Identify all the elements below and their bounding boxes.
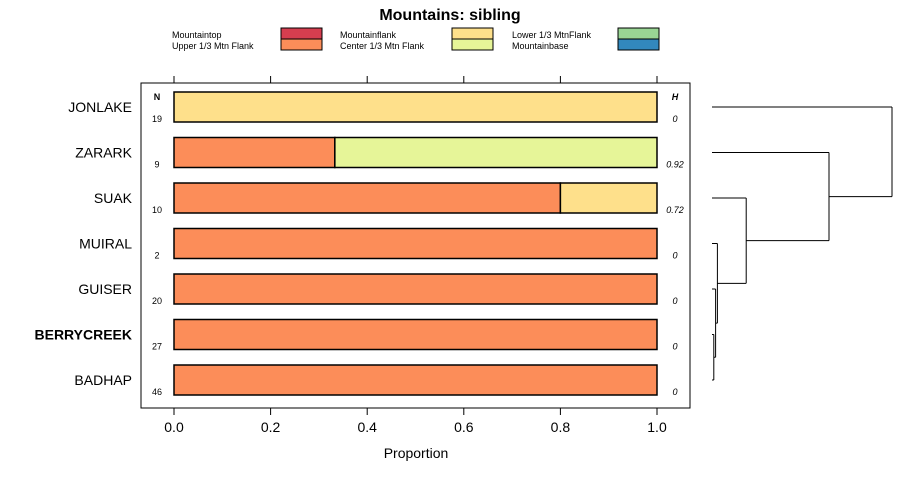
row-label: JONLAKE (68, 99, 132, 115)
bar-segment (173, 364, 658, 396)
bar-segment (173, 227, 658, 260)
legend-label: Lower 1/3 MtnFlank (512, 30, 592, 40)
bar-segment (173, 273, 658, 305)
legend-label: Center 1/3 Mtn Flank (340, 41, 425, 51)
bar-segment (559, 182, 658, 214)
n-value: 9 (154, 160, 159, 170)
x-tick-label: 0.2 (261, 419, 281, 435)
row-label: ZARARK (75, 145, 132, 161)
x-axis-label: Proportion (384, 445, 449, 461)
bars (173, 91, 658, 396)
chart-title: Mountains: sibling (379, 7, 520, 24)
h-value: 0 (672, 114, 677, 124)
legend-swatch (280, 27, 323, 40)
bar-segment (173, 318, 658, 351)
legend-label: Upper 1/3 Mtn Flank (172, 41, 254, 51)
plot-frame (140, 82, 691, 409)
row-label: GUISER (78, 281, 132, 297)
n-column-header: N (154, 92, 161, 102)
legend-label: Mountainbase (512, 41, 569, 51)
n-value: 10 (152, 205, 162, 215)
x-tick-label: 0.0 (164, 419, 184, 435)
bar-segment (173, 136, 336, 169)
row-label: BERRYCREEK (35, 327, 133, 343)
n-value: 19 (152, 114, 162, 124)
h-value: 0 (672, 387, 677, 397)
n-value: 27 (152, 342, 162, 352)
h-column-header: H (672, 92, 679, 102)
row-label: SUAK (94, 190, 133, 206)
h-value: 0.92 (666, 160, 684, 170)
legend-swatch (280, 38, 323, 51)
row-label: BADHAP (74, 372, 132, 388)
legend-swatch (617, 38, 660, 51)
n-value: 46 (152, 387, 162, 397)
legend-swatch (617, 27, 660, 40)
x-tick-label: 0.6 (454, 419, 474, 435)
x-tick-label: 0.4 (357, 419, 377, 435)
legend-swatch (451, 38, 494, 51)
h-value: 0 (672, 342, 677, 352)
x-tick-label: 1.0 (647, 419, 667, 435)
bar-segment (334, 136, 658, 169)
n-value: 20 (152, 296, 162, 306)
h-value: 0 (672, 296, 677, 306)
x-tick-label: 0.8 (551, 419, 571, 435)
legend-label: Mountaintop (172, 30, 222, 40)
h-value: 0 (672, 251, 677, 261)
legend-swatch (451, 27, 494, 40)
x-axis: 0.0 0.2 0.4 0.6 0.8 1.0 (164, 76, 667, 435)
legend-label: Mountainflank (340, 30, 397, 40)
row-label: MUIRAL (79, 236, 132, 252)
bar-segment (173, 91, 658, 123)
h-value: 0.72 (666, 205, 684, 215)
n-value: 2 (154, 251, 159, 261)
bar-segment (173, 182, 562, 214)
dendrogram (712, 106, 893, 381)
